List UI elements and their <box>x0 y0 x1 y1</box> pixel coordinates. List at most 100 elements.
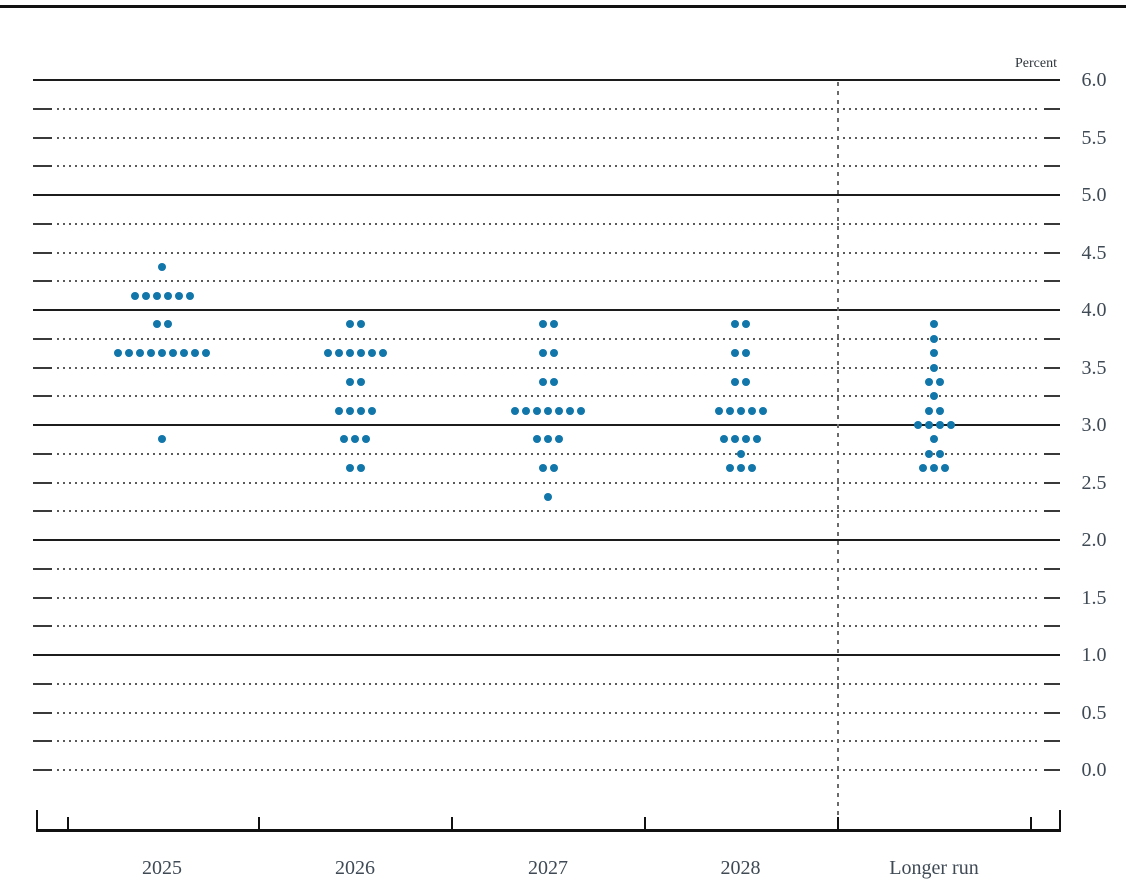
projection-dot-2026-3.625 <box>345 349 354 358</box>
gridline-right-tick-1.25 <box>1044 625 1060 628</box>
y-tick-label-6.0: 6.0 <box>1081 69 1107 91</box>
projection-dot-2026-3.125 <box>367 406 376 415</box>
gridline-left-tick-5.75 <box>33 107 52 110</box>
gridline-left-tick-3.75 <box>33 337 52 340</box>
projection-dot-2028-3.125 <box>747 406 756 415</box>
projection-dot-2028-3.125 <box>736 406 745 415</box>
gridline-right-tick-0.00 <box>1044 769 1060 771</box>
gridline-dotted-0.00 <box>57 769 1040 771</box>
gridline-dotted-5.75 <box>57 107 1040 110</box>
y-tick-label-0.0: 0.0 <box>1081 759 1107 781</box>
projection-dot-2028-2.625 <box>747 464 756 473</box>
projection-dot-2028-3.625 <box>731 349 739 358</box>
projection-dot-longer-run-3.5 <box>930 363 938 372</box>
gridline-solid-4.00 <box>33 309 1060 311</box>
gridline-left-tick-1.50 <box>33 596 52 599</box>
gridline-left-tick-4.25 <box>33 280 52 283</box>
gridline-left-tick-2.75 <box>33 452 52 455</box>
gridline-dotted-5.25 <box>57 165 1040 168</box>
projection-dot-2025-3.625 <box>136 349 144 358</box>
projection-dot-2027-2.875 <box>555 435 563 444</box>
y-axis-unit-label: Percent <box>1015 56 1057 71</box>
gridline-solid-3.00 <box>33 424 1060 426</box>
gridline-left-tick-0.25 <box>33 740 52 743</box>
projection-dot-longer-run-3.375 <box>924 377 933 386</box>
x-category-label-2026: 2026 <box>335 857 375 879</box>
projection-dot-2028-3.375 <box>731 377 739 386</box>
x-axis-boundary-tick-4 <box>837 817 839 830</box>
gridline-right-tick-5.50 <box>1044 136 1060 139</box>
projection-dot-longer-run-2.75 <box>924 449 933 458</box>
x-category-label-2028: 2028 <box>720 857 761 879</box>
projection-dot-2027-3.125 <box>566 406 574 415</box>
projection-dot-2026-3.875 <box>356 320 365 329</box>
projection-dot-longer-run-3.25 <box>930 392 938 401</box>
gridline-right-tick-4.50 <box>1044 251 1060 254</box>
gridline-right-tick-4.75 <box>1044 222 1060 225</box>
projection-dot-2027-3.375 <box>538 377 547 386</box>
gridline-left-tick-4.75 <box>33 222 52 225</box>
projection-dot-longer-run-3.125 <box>935 406 944 415</box>
x-axis-line <box>36 829 1061 832</box>
gridline-left-tick-1.75 <box>33 567 52 570</box>
projection-dot-longer-run-3 <box>946 421 955 429</box>
gridline-solid-5.00 <box>33 194 1060 196</box>
x-axis-boundary-tick-0 <box>67 817 69 830</box>
projection-dot-2026-2.875 <box>340 435 348 444</box>
projection-dot-2028-3.625 <box>742 349 750 358</box>
gridline-dotted-1.25 <box>57 625 1040 628</box>
projection-dot-2025-3.875 <box>152 320 161 329</box>
gridline-dotted-4.50 <box>57 251 1040 254</box>
x-axis-end-tick-right <box>1059 810 1061 830</box>
gridline-left-tick-0.75 <box>33 682 52 685</box>
projection-dot-longer-run-3 <box>924 421 933 429</box>
projection-dot-2027-3.125 <box>522 406 530 415</box>
x-category-label-2025: 2025 <box>142 857 182 879</box>
x-axis-boundary-tick-2 <box>450 817 453 830</box>
gridline-right-tick-4.25 <box>1044 280 1060 283</box>
gridline-left-tick-0.00 <box>33 769 52 771</box>
gridline-right-tick-2.50 <box>1044 481 1060 484</box>
gridline-solid-2.00 <box>33 539 1060 541</box>
x-category-label-2027: 2027 <box>528 857 568 879</box>
projection-dot-longer-run-3.875 <box>930 320 938 329</box>
gridline-dotted-2.50 <box>57 481 1040 484</box>
projection-dot-2025-4.125 <box>130 291 139 300</box>
projection-dot-2027-2.625 <box>538 464 547 473</box>
projection-dot-2026-2.875 <box>351 435 359 444</box>
gridline-dotted-0.75 <box>57 682 1040 685</box>
projection-dot-2025-3.625 <box>202 349 210 358</box>
gridline-dotted-2.75 <box>57 452 1040 455</box>
projection-dot-2028-3.125 <box>725 406 734 415</box>
y-tick-label-2.5: 2.5 <box>1081 471 1107 494</box>
projection-dot-2028-3.875 <box>731 320 739 329</box>
projection-dot-longer-run-2.625 <box>930 464 938 473</box>
projection-dot-2028-3.125 <box>714 406 723 415</box>
gridline-left-tick-1.25 <box>33 625 52 628</box>
projection-dot-2028-2.875 <box>753 435 761 444</box>
projection-dot-2026-3.375 <box>356 377 365 386</box>
projection-dot-longer-run-3 <box>935 421 944 429</box>
projection-dot-2026-3.625 <box>323 349 332 358</box>
gridline-left-tick-4.50 <box>33 251 52 254</box>
y-tick-label-4.5: 4.5 <box>1081 241 1107 264</box>
projection-dot-2028-2.875 <box>720 435 728 444</box>
projection-dot-2025-3.625 <box>147 349 155 358</box>
projection-dot-2028-3.125 <box>758 406 767 415</box>
projection-dot-2027-3.875 <box>538 320 547 329</box>
projection-dot-2027-3.125 <box>555 406 563 415</box>
gridline-left-tick-2.25 <box>33 510 52 513</box>
projection-dot-2025-3.625 <box>180 349 188 358</box>
x-axis-boundary-tick-3 <box>643 817 646 830</box>
gridline-right-tick-0.25 <box>1044 740 1060 743</box>
projection-dot-2027-3.125 <box>533 406 541 415</box>
projection-dot-2027-3.875 <box>549 320 558 329</box>
gridline-dotted-3.75 <box>57 337 1040 340</box>
projection-dot-2028-2.75 <box>736 449 745 458</box>
projection-dot-2025-4.375 <box>158 262 166 271</box>
projection-dot-2026-2.625 <box>356 464 365 473</box>
projection-dot-2025-4.125 <box>152 291 161 300</box>
y-tick-label-1.5: 1.5 <box>1081 586 1107 609</box>
